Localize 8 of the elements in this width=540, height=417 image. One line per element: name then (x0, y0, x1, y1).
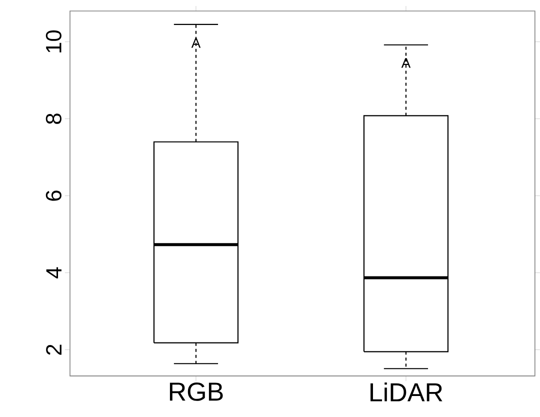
annotation: A (401, 58, 411, 68)
x-tick-label: LiDAR (370, 382, 442, 402)
y-tick-label: 8 (46, 114, 62, 124)
y-tick-label: 4 (46, 267, 62, 278)
x-tick-label: RGB (170, 382, 223, 401)
y-tick-label: 10 (46, 30, 62, 52)
y-tick-label: 6 (46, 190, 62, 201)
y-tick-label: 2 (46, 344, 62, 355)
